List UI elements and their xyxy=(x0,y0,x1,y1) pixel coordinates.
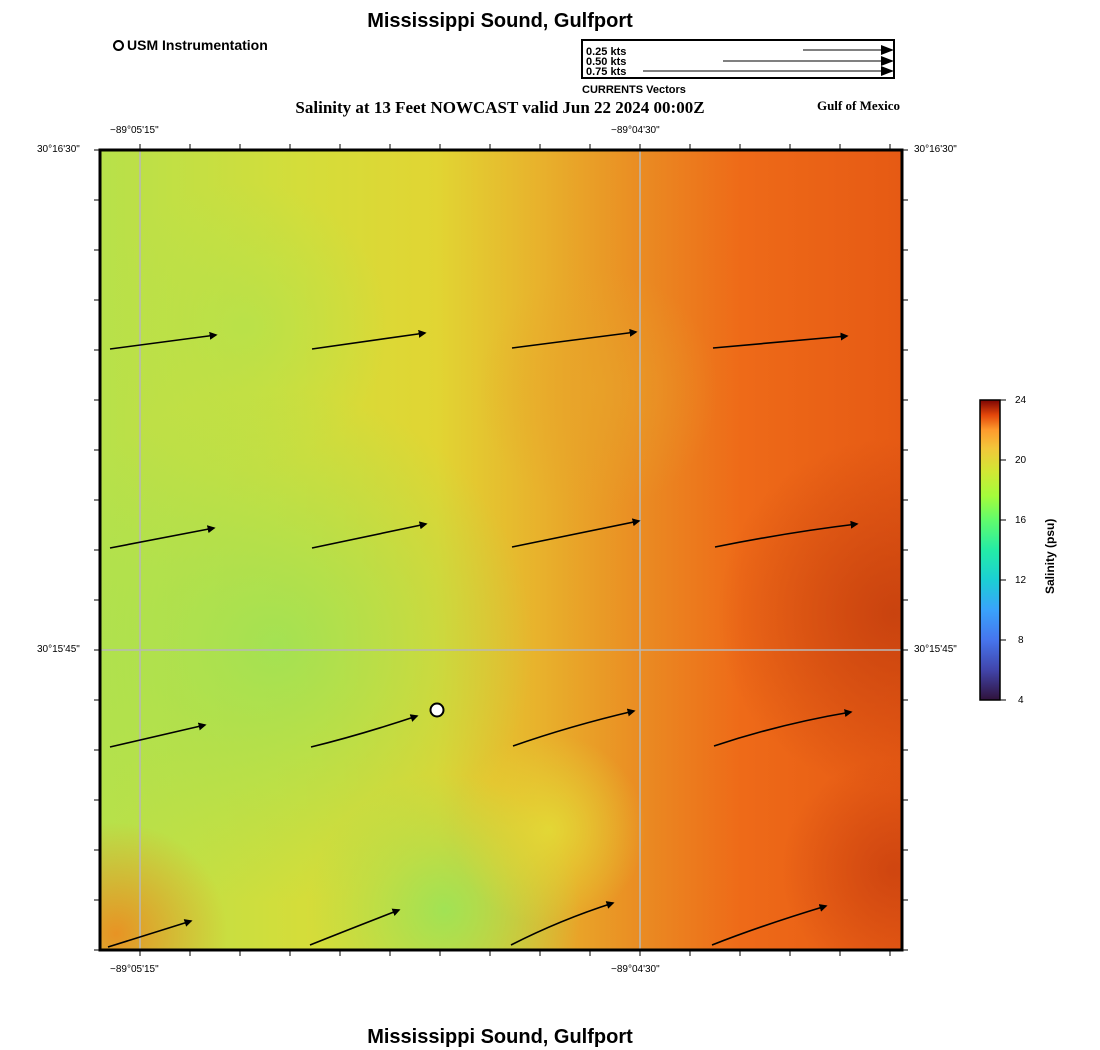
lat-tick-right-2: 30°15'45" xyxy=(914,644,957,655)
graticule xyxy=(100,150,902,950)
legend-label-075: 0.75 kts xyxy=(586,66,626,78)
current-vector xyxy=(512,708,636,747)
current-vector xyxy=(712,332,849,349)
vector-legend: 0.25 kts 0.50 kts 0.75 kts xyxy=(581,39,895,79)
lon-tick-bottom-2: −89°04'30" xyxy=(611,964,660,975)
current-vector xyxy=(109,525,216,549)
station-legend-label: USM Instrumentation xyxy=(127,37,268,53)
colorbar-tick-20: 20 xyxy=(1015,455,1027,466)
vector-legend-caption: CURRENTS Vectors xyxy=(582,84,686,96)
legend-arrowhead-050 xyxy=(881,56,894,66)
salinity-colorbar xyxy=(979,399,1006,701)
map-title: Mississippi Sound, Gulfport xyxy=(367,10,633,32)
current-vector xyxy=(310,714,419,748)
vector-legend-arrows: 0.25 kts 0.50 kts 0.75 kts xyxy=(586,45,894,78)
colorbar-scale xyxy=(979,399,1001,701)
lat-tick-left-1: 30°16'30" xyxy=(37,144,80,155)
current-vector xyxy=(511,518,641,548)
current-vector xyxy=(109,331,218,350)
current-vector xyxy=(309,908,401,946)
current-vector xyxy=(714,520,859,548)
map-subtitle: Salinity at 13 Feet NOWCAST valid Jun 22… xyxy=(295,98,705,117)
usm-station-marker[interactable] xyxy=(429,702,445,718)
colorbar-title: Salinity (psu) xyxy=(1043,518,1057,594)
lon-tick-top-1: −89°05'15" xyxy=(110,125,159,136)
current-vector xyxy=(713,709,853,747)
station-legend: USM Instrumentation xyxy=(113,37,268,53)
legend-label-025: 0.25 kts xyxy=(586,46,626,58)
current-vector xyxy=(109,722,207,748)
current-vector xyxy=(510,901,615,946)
lat-tick-left-2: 30°15'45" xyxy=(37,644,80,655)
current-vector xyxy=(107,919,193,948)
frame-ticks xyxy=(94,144,908,956)
salinity-map xyxy=(94,144,908,956)
current-vector xyxy=(311,329,427,350)
lat-tick-right-1: 30°16'30" xyxy=(914,144,957,155)
colorbar-tick-12: 12 xyxy=(1015,575,1027,586)
current-vector xyxy=(511,328,638,349)
legend-label-050: 0.50 kts xyxy=(586,56,626,68)
colorbar-tick-4: 4 xyxy=(1018,695,1024,706)
current-vector xyxy=(311,521,428,549)
legend-arrowhead-075 xyxy=(881,66,894,76)
legend-arrowhead-025 xyxy=(881,45,894,55)
station-marker-icon xyxy=(113,39,124,51)
colorbar-tick-24: 24 xyxy=(1015,395,1027,406)
lon-tick-top-2: −89°04'30" xyxy=(611,125,660,136)
region-label: Gulf of Mexico xyxy=(816,98,900,113)
current-vectors xyxy=(107,328,859,948)
footer-title: Mississippi Sound, Gulfport xyxy=(367,1026,633,1048)
colorbar-tick-8: 8 xyxy=(1018,635,1024,646)
colorbar-ticks xyxy=(1000,399,1006,701)
colorbar-tick-16: 16 xyxy=(1015,515,1027,526)
current-vector xyxy=(711,904,828,946)
lon-tick-bottom-1: −89°05'15" xyxy=(110,964,159,975)
